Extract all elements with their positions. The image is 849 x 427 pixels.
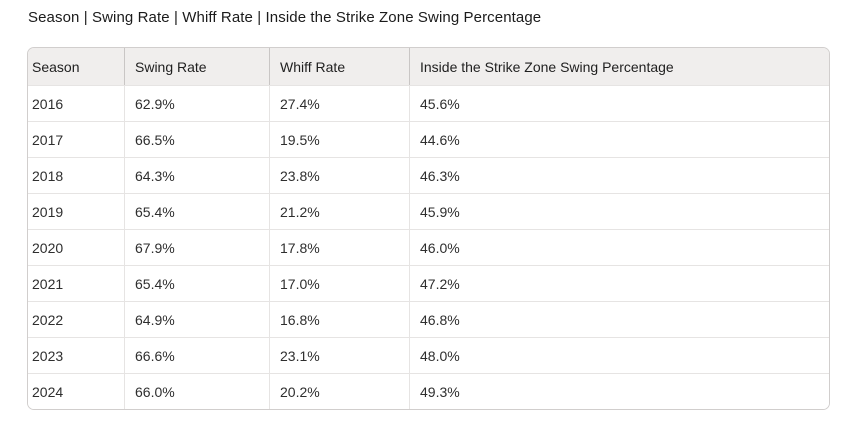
table-row: 2017 66.5% 19.5% 44.6% [28, 121, 829, 157]
table-cell: 48.0% [409, 337, 829, 373]
table-row: 2019 65.4% 21.2% 45.9% [28, 193, 829, 229]
table-cell: 62.9% [124, 85, 269, 121]
table-cell: 17.8% [269, 229, 409, 265]
table-cell: 65.4% [124, 193, 269, 229]
table-cell: 2016 [28, 85, 124, 121]
table-cell: 45.6% [409, 85, 829, 121]
table-cell: 19.5% [269, 121, 409, 157]
stats-table: Season Swing Rate Whiff Rate Inside the … [28, 48, 829, 409]
table-cell: 20.2% [269, 373, 409, 409]
table-cell: 2022 [28, 301, 124, 337]
table-cell: 46.8% [409, 301, 829, 337]
table-cell: 2024 [28, 373, 124, 409]
table-cell: 27.4% [269, 85, 409, 121]
table-cell: 64.9% [124, 301, 269, 337]
header-row: Season Swing Rate Whiff Rate Inside the … [28, 48, 829, 85]
table-header: Season Swing Rate Whiff Rate Inside the … [28, 48, 829, 85]
table-cell: 17.0% [269, 265, 409, 301]
table-row: 2022 64.9% 16.8% 46.8% [28, 301, 829, 337]
table-cell: 64.3% [124, 157, 269, 193]
table-cell: 47.2% [409, 265, 829, 301]
table-cell: 66.6% [124, 337, 269, 373]
table-cell: 2018 [28, 157, 124, 193]
table-cell: 45.9% [409, 193, 829, 229]
table-cell: 23.8% [269, 157, 409, 193]
table-row: 2023 66.6% 23.1% 48.0% [28, 337, 829, 373]
table-row: 2016 62.9% 27.4% 45.6% [28, 85, 829, 121]
table-row: 2024 66.0% 20.2% 49.3% [28, 373, 829, 409]
table-cell: 2019 [28, 193, 124, 229]
table-cell: 21.2% [269, 193, 409, 229]
stats-table-card: Season Swing Rate Whiff Rate Inside the … [27, 47, 830, 410]
table-cell: 46.3% [409, 157, 829, 193]
table-cell: 66.5% [124, 121, 269, 157]
table-cell: 67.9% [124, 229, 269, 265]
table-cell: 66.0% [124, 373, 269, 409]
table-title: Season | Swing Rate | Whiff Rate | Insid… [28, 9, 542, 26]
table-cell: 46.0% [409, 229, 829, 265]
column-header-season: Season [28, 48, 124, 85]
table-cell: 2021 [28, 265, 124, 301]
table-row: 2020 67.9% 17.8% 46.0% [28, 229, 829, 265]
table-cell: 49.3% [409, 373, 829, 409]
column-header-swing-rate: Swing Rate [124, 48, 269, 85]
table-row: 2018 64.3% 23.8% 46.3% [28, 157, 829, 193]
table-row: 2021 65.4% 17.0% 47.2% [28, 265, 829, 301]
table-body: 2016 62.9% 27.4% 45.6% 2017 66.5% 19.5% 44.6% 20… [28, 85, 829, 409]
column-header-in-zone-swing-pct: Inside the Strike Zone Swing Percentage [409, 48, 829, 85]
table-cell: 2020 [28, 229, 124, 265]
table-cell: 16.8% [269, 301, 409, 337]
table-cell: 2023 [28, 337, 124, 373]
table-cell: 65.4% [124, 265, 269, 301]
table-cell: 23.1% [269, 337, 409, 373]
table-cell: 2017 [28, 121, 124, 157]
table-cell: 44.6% [409, 121, 829, 157]
column-header-whiff-rate: Whiff Rate [269, 48, 409, 85]
